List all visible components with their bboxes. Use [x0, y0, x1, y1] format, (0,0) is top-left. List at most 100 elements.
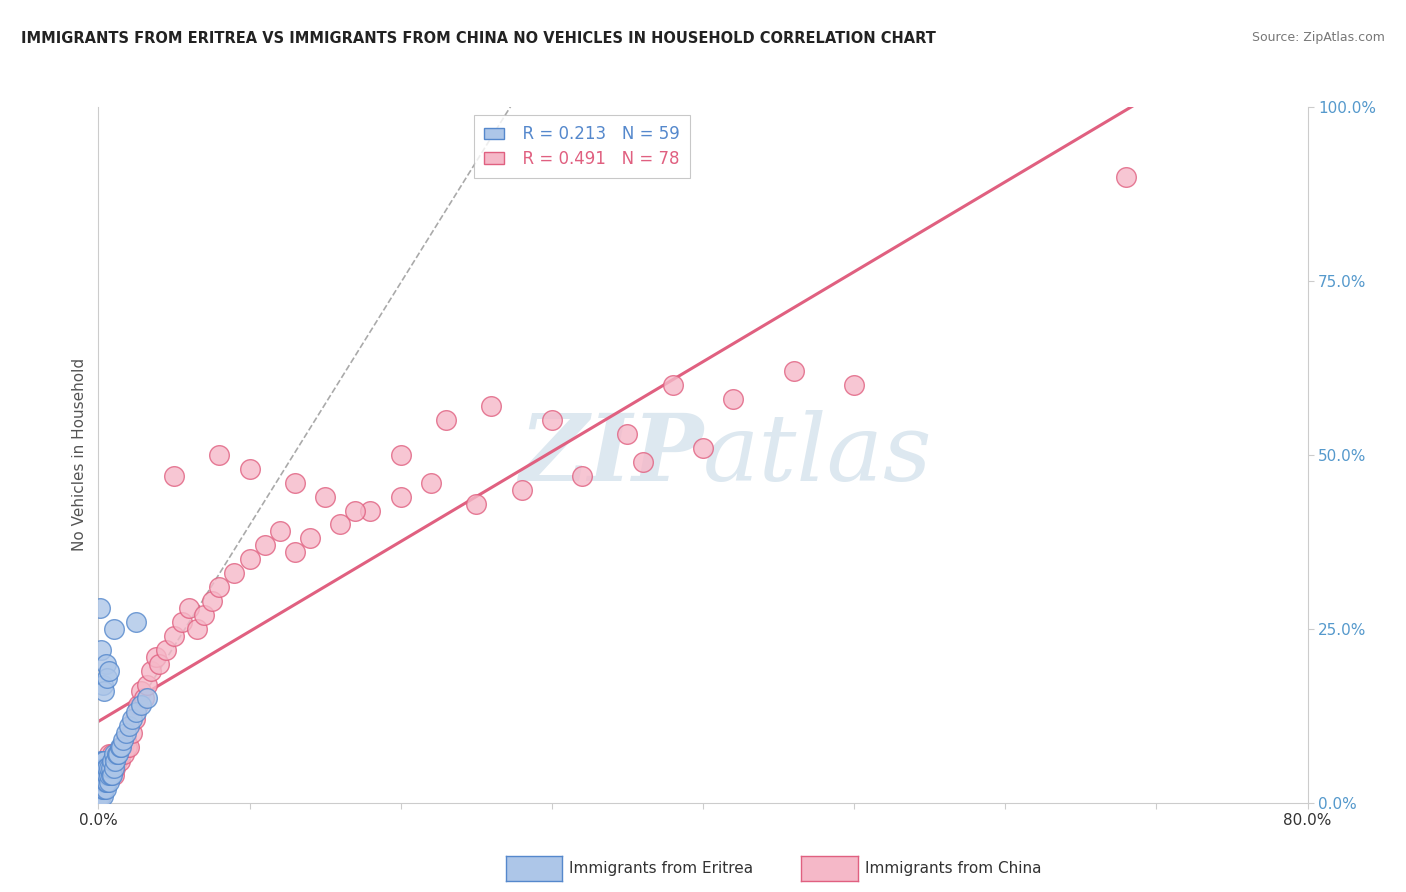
Point	[224, 566, 246, 581]
Point	[93, 781, 115, 796]
Point	[193, 607, 215, 622]
Point	[239, 462, 262, 476]
Point	[89, 781, 111, 796]
Point	[125, 706, 148, 720]
Text: IMMIGRANTS FROM ERITREA VS IMMIGRANTS FROM CHINA NO VEHICLES IN HOUSEHOLD CORREL: IMMIGRANTS FROM ERITREA VS IMMIGRANTS FR…	[21, 31, 936, 46]
Point	[253, 538, 276, 552]
Point	[112, 747, 135, 761]
Point	[163, 629, 186, 643]
Point	[510, 483, 533, 497]
Point	[121, 726, 143, 740]
Point	[314, 490, 336, 504]
Point	[94, 761, 117, 775]
Point	[108, 740, 131, 755]
Point	[90, 768, 112, 782]
Point	[91, 781, 114, 796]
Point	[299, 532, 322, 546]
Point	[93, 761, 115, 775]
Point	[94, 781, 117, 796]
Point	[98, 768, 121, 782]
Point	[434, 413, 457, 427]
Point	[389, 448, 412, 462]
Point	[208, 580, 231, 594]
Point	[844, 378, 866, 392]
Point	[89, 789, 111, 803]
Point	[96, 761, 118, 775]
Point	[91, 775, 114, 789]
Point	[121, 712, 143, 726]
Point	[170, 615, 193, 629]
Point	[114, 733, 136, 747]
Point	[89, 775, 111, 789]
Point	[91, 761, 114, 775]
Point	[91, 677, 114, 691]
Point	[129, 698, 152, 713]
Point	[284, 475, 307, 490]
Point	[239, 552, 262, 566]
Point	[91, 754, 114, 768]
Point	[100, 768, 122, 782]
Point	[107, 747, 129, 761]
Point	[155, 642, 177, 657]
Point	[107, 747, 129, 761]
Point	[94, 775, 117, 789]
Point	[94, 775, 117, 789]
Point	[571, 468, 593, 483]
Point	[124, 712, 146, 726]
Point	[94, 657, 117, 671]
Point	[103, 754, 125, 768]
Point	[186, 622, 208, 636]
Point	[1115, 169, 1137, 184]
Point	[118, 740, 141, 755]
Point	[661, 378, 683, 392]
Point	[91, 789, 114, 803]
Point	[481, 399, 503, 413]
Point	[269, 524, 291, 539]
Point	[465, 497, 488, 511]
Point	[145, 649, 167, 664]
Point	[100, 754, 122, 768]
Text: ZIP: ZIP	[519, 410, 703, 500]
Point	[90, 789, 112, 803]
Point	[98, 775, 121, 789]
Point	[201, 594, 224, 608]
Point	[111, 733, 134, 747]
Point	[389, 490, 412, 504]
Point	[141, 664, 163, 678]
Point	[148, 657, 170, 671]
Text: atlas: atlas	[703, 410, 932, 500]
Point	[101, 747, 124, 761]
Point	[93, 754, 115, 768]
Point	[118, 719, 141, 733]
Point	[284, 545, 307, 559]
Point	[91, 775, 114, 789]
Legend:   R = 0.213   N = 59,   R = 0.491   N = 78: R = 0.213 N = 59, R = 0.491 N = 78	[474, 115, 690, 178]
Point	[98, 747, 121, 761]
Point	[108, 754, 131, 768]
Point	[101, 754, 124, 768]
Point	[208, 448, 231, 462]
Point	[93, 768, 115, 782]
Point	[179, 601, 201, 615]
Point	[105, 747, 128, 761]
Point	[89, 789, 111, 803]
Point	[163, 468, 186, 483]
Point	[98, 761, 121, 775]
Point	[90, 754, 112, 768]
Point	[100, 768, 122, 782]
Point	[129, 684, 152, 698]
Point	[103, 622, 125, 636]
Point	[96, 754, 118, 768]
Point	[98, 761, 121, 775]
Point	[94, 761, 117, 775]
Point	[135, 677, 157, 691]
Point	[98, 664, 121, 678]
Point	[420, 475, 443, 490]
Point	[93, 684, 115, 698]
Point	[127, 698, 149, 713]
Point	[90, 642, 112, 657]
Point	[329, 517, 352, 532]
Point	[114, 726, 136, 740]
Point	[100, 761, 122, 775]
Text: Immigrants from China: Immigrants from China	[865, 862, 1042, 876]
